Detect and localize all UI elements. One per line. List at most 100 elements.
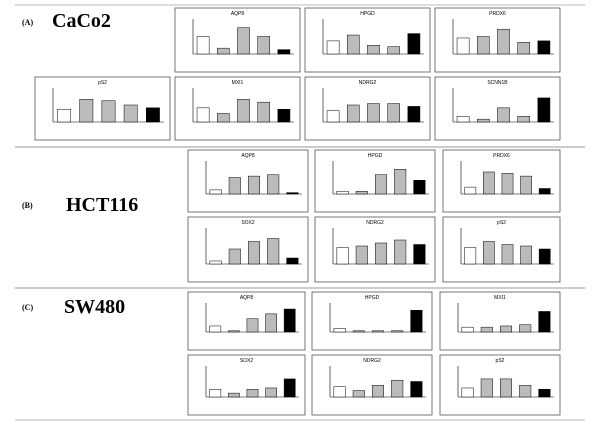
bar (476, 36, 490, 55)
bar (326, 40, 340, 55)
bar (413, 244, 426, 265)
bar (461, 387, 474, 398)
bar (497, 28, 510, 55)
bar (333, 386, 346, 398)
chart-title: SOX2 (240, 358, 254, 364)
bar (145, 107, 160, 123)
bar (394, 169, 407, 195)
bar (517, 116, 531, 123)
bar (209, 260, 222, 265)
bar (456, 116, 470, 123)
cell-line: CaCo2 (52, 10, 111, 32)
bar (538, 311, 551, 333)
bar (464, 247, 477, 265)
bar (228, 248, 241, 265)
bar (519, 324, 532, 333)
bar (246, 318, 259, 333)
bar (352, 330, 365, 333)
chart-title: NDRG2 (359, 80, 377, 86)
bar (283, 308, 296, 333)
chart-title: PRDX6 (493, 153, 510, 159)
bar (483, 171, 495, 195)
bar (336, 191, 349, 195)
bar (407, 106, 421, 123)
bar (371, 330, 385, 333)
bar (277, 109, 291, 123)
cell-line: SW480 (64, 296, 125, 318)
bar (497, 107, 510, 123)
bar (57, 109, 72, 123)
chart-title: HPGD (365, 295, 380, 301)
bar (367, 103, 380, 123)
bar (476, 118, 490, 123)
chart-title: AQP8 (241, 153, 255, 159)
bar (464, 186, 477, 195)
bar (374, 174, 388, 195)
bar (537, 40, 551, 55)
bar (333, 328, 346, 333)
chart-title: AQP8 (231, 11, 245, 17)
bar (101, 100, 116, 123)
bar (196, 36, 210, 55)
bar (520, 245, 532, 265)
bar (355, 191, 368, 195)
bar (410, 381, 423, 398)
bar (257, 101, 271, 123)
chart-title: PRDX6 (489, 11, 506, 17)
bar (277, 49, 291, 55)
bar (209, 189, 222, 195)
bar (228, 177, 241, 195)
bar (387, 103, 401, 123)
bar (517, 42, 531, 55)
bar (267, 238, 280, 265)
bar (391, 330, 404, 333)
chart-title: AQP8 (240, 295, 254, 301)
bar (394, 239, 407, 265)
bar (501, 173, 514, 195)
chart-title: pS2 (496, 358, 505, 364)
bar (499, 378, 513, 398)
bar (257, 36, 271, 55)
cell-line: HCT116 (66, 194, 138, 216)
chart-title: SOX2 (241, 220, 255, 226)
panel-letter: (B) (22, 201, 33, 210)
bar (413, 180, 426, 195)
bar (480, 326, 493, 333)
bar (216, 113, 230, 123)
bar (538, 248, 551, 265)
bar (216, 47, 230, 55)
bar (355, 245, 368, 265)
bar (519, 385, 532, 398)
bar (79, 99, 94, 123)
bar (367, 45, 380, 55)
bar (228, 392, 240, 398)
bar (267, 174, 280, 195)
chart-title: MXI1 (494, 295, 506, 301)
bar (391, 379, 404, 398)
bar (346, 104, 360, 123)
bar (228, 330, 240, 333)
panel-letter: (C) (22, 303, 33, 312)
bar (265, 387, 277, 398)
bar (501, 244, 514, 265)
chart-title: SCNN1B (487, 80, 508, 86)
bar (461, 326, 474, 333)
chart-title: NDRG2 (363, 358, 381, 364)
chart-frame (442, 149, 561, 213)
bar (410, 310, 423, 333)
chart-title: HPGD (368, 153, 383, 159)
bar (247, 241, 261, 265)
bar (237, 99, 250, 123)
bar (247, 175, 261, 195)
bar (283, 378, 296, 398)
bar (286, 192, 299, 195)
bar (483, 241, 495, 265)
chart-title: HPGD (360, 11, 375, 17)
bar (286, 257, 299, 265)
chart-title: pS2 (98, 80, 107, 86)
bar (336, 247, 349, 265)
chart-title: MXI1 (232, 80, 244, 86)
bar (246, 389, 259, 398)
bar (537, 97, 551, 123)
